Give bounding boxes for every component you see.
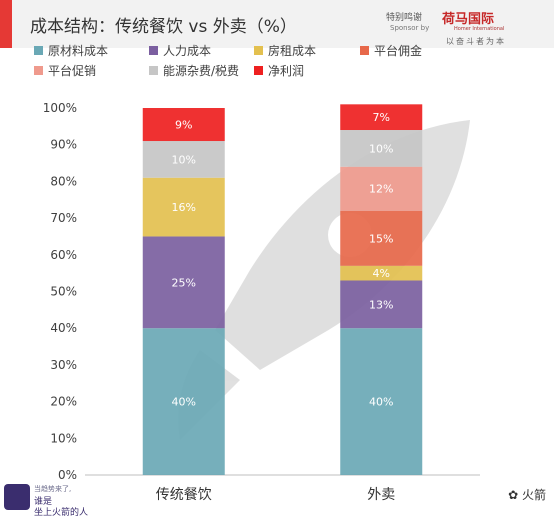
legend-swatch [34,66,43,75]
title-accent [0,0,12,48]
legend-swatch [254,46,263,55]
y-tick-label: 0% [58,468,77,482]
watermark-text: 火箭 [521,488,546,502]
legend-item: 人力成本 [149,42,211,59]
data-label: 4% [373,267,390,280]
data-label: 10% [172,153,196,166]
y-tick-label: 40% [50,321,77,335]
wechat-watermark: ✿ 火箭 [508,486,546,503]
legend-swatch [149,46,158,55]
watermark-line: 坐上火箭的人 [34,508,89,518]
title-band: 成本结构：传统餐饮 vs 外卖（%） 特别鸣谢 Sponsor by 荷马国际 … [0,0,554,48]
y-tick-label: 80% [50,174,77,188]
data-label: 40% [172,396,196,409]
legend-label: 房租成本 [268,44,317,58]
y-tick-label: 70% [50,211,77,225]
data-label: 15% [369,232,393,245]
bar-segment [142,108,225,142]
legend-item: 房租成本 [254,42,316,59]
data-label: 25% [172,276,196,289]
bar-segment [142,236,225,329]
bar-segment [340,166,423,211]
bar-segment [142,328,225,475]
y-tick-label: 90% [50,138,77,152]
legend-item: 能源杂费/税费 [149,62,239,79]
legend-label: 能源杂费/税费 [163,64,240,78]
brand-watermark: 当趋势来了, 谁是 坐上火箭的人 [0,480,120,519]
sponsor-sub: Sponsor by [390,24,430,32]
watermark-line: 谁是 [34,497,53,507]
x-tick-label: 传统餐饮 [156,487,212,503]
legend-swatch [34,46,43,55]
y-tick-label: 20% [50,395,77,409]
bar-segment [142,141,225,178]
legend-label: 平台佣金 [374,44,423,58]
sponsor-block: 特别鸣谢 Sponsor by 荷马国际 Homer International… [386,6,546,46]
sponsor-text: 特别鸣谢 [386,13,423,23]
sponsor-tag: 以奋斗者为本 [446,37,506,46]
legend-item: 平台佣金 [360,42,422,59]
legend-label: 净利润 [268,64,305,78]
y-tick-label: 30% [50,358,77,372]
bar-segment [340,130,423,167]
legend-item: 平台促销 [34,62,96,79]
bar-segment [340,280,423,329]
legend-item: 净利润 [254,62,304,79]
rocket-icon [4,484,30,510]
data-label: 40% [369,396,393,409]
data-label: 9% [175,119,192,132]
bar-segment [340,104,423,131]
legend-item: 原材料成本 [34,42,108,59]
data-label: 10% [369,142,393,155]
legend-label: 平台促销 [48,64,97,78]
legend-label: 人力成本 [163,44,212,58]
bar-segment [340,328,423,475]
sponsor-logo-sub: Homer International [454,26,505,32]
watermark-line: 当趋势来了, [34,485,72,493]
legend-label: 原材料成本 [48,44,109,58]
y-tick-label: 50% [50,285,77,299]
y-tick-label: 60% [50,248,77,262]
y-tick-label: 10% [50,431,77,445]
chart-title: 成本结构：传统餐饮 vs 外卖（%） [30,17,297,37]
data-label: 16% [172,201,196,214]
wechat-icon: ✿ [508,488,522,502]
legend-swatch [254,66,263,75]
y-tick-label: 100% [43,101,77,115]
bar-segment [142,177,225,237]
data-label: 7% [373,111,390,124]
legend-swatch [149,66,158,75]
sponsor-logo: 荷马国际 [442,12,495,27]
bar-segment [340,210,423,266]
legend-swatch [360,46,369,55]
x-tick-label: 外卖 [367,487,395,503]
data-label: 12% [369,183,393,196]
bar-segment [340,265,423,281]
data-label: 13% [369,298,393,311]
